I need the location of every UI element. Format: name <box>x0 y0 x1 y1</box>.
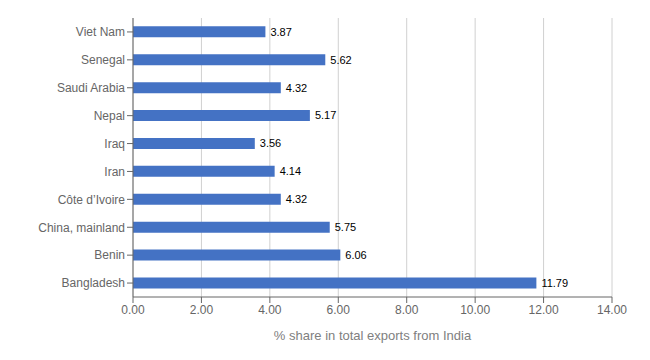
svg-text:12.00: 12.00 <box>529 303 559 317</box>
svg-text:4.32: 4.32 <box>286 82 307 94</box>
svg-text:5.17: 5.17 <box>315 109 336 121</box>
svg-text:5.62: 5.62 <box>330 54 351 66</box>
svg-text:6.06: 6.06 <box>345 249 366 261</box>
svg-text:4.32: 4.32 <box>286 193 307 205</box>
svg-text:3.87: 3.87 <box>270 26 291 38</box>
svg-text:Iraq: Iraq <box>104 137 125 151</box>
svg-text:4.00: 4.00 <box>258 303 282 317</box>
svg-text:6.00: 6.00 <box>327 303 351 317</box>
svg-text:4.14: 4.14 <box>280 165 301 177</box>
svg-text:11.79: 11.79 <box>541 277 568 289</box>
svg-text:Viet Nam: Viet Nam <box>76 25 125 39</box>
svg-text:5.75: 5.75 <box>335 221 356 233</box>
svg-text:Bangladesh: Bangladesh <box>62 276 125 290</box>
svg-text:14.00: 14.00 <box>597 303 627 317</box>
svg-text:10.00: 10.00 <box>460 303 490 317</box>
svg-text:Nepal: Nepal <box>94 109 125 123</box>
svg-text:8.00: 8.00 <box>395 303 419 317</box>
svg-text:Côte d’Ivoire: Côte d’Ivoire <box>58 193 126 207</box>
svg-text:% share in total exports from: % share in total exports from India <box>274 328 472 343</box>
svg-text:China, mainland: China, mainland <box>38 221 125 235</box>
svg-text:Iran: Iran <box>104 165 125 179</box>
svg-text:0.00: 0.00 <box>121 303 145 317</box>
svg-text:Saudi Arabia: Saudi Arabia <box>57 81 125 95</box>
svg-text:Senegal: Senegal <box>81 53 125 67</box>
svg-text:2.00: 2.00 <box>190 303 214 317</box>
svg-text:Benin: Benin <box>94 248 125 262</box>
svg-text:3.56: 3.56 <box>260 137 281 149</box>
